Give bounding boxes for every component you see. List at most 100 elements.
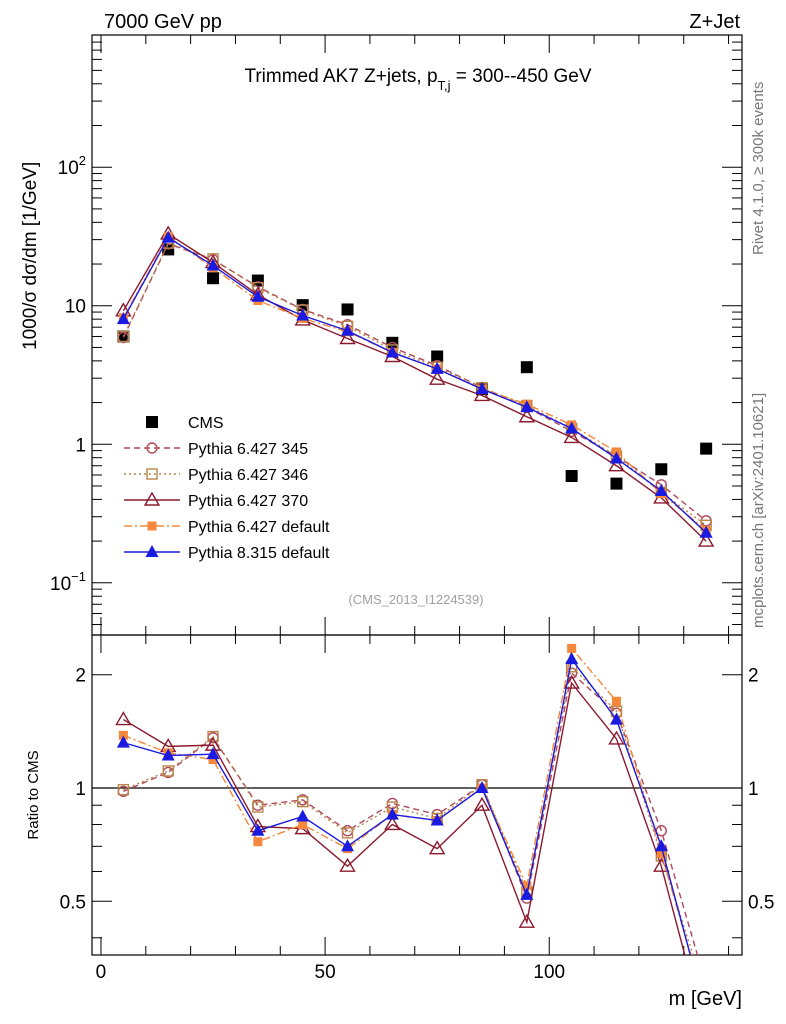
- ratio-point-p370: [384, 816, 401, 831]
- ratio-ticks: [92, 635, 742, 955]
- series-line-p346: [122, 242, 707, 526]
- data-point-p8: [520, 400, 534, 413]
- ratio-line-p346: [123, 665, 694, 955]
- ratio-point-p6def: [118, 730, 128, 740]
- main-ticks: [92, 34, 742, 635]
- main-y-tick-label: 10−1: [50, 569, 86, 595]
- ratio-panel: 0.5 0.5 1 1 2 2 0 50 100 Ratio to CMS m [GeV]: [25, 634, 775, 1010]
- legend-entry-cms: CMS: [146, 415, 224, 432]
- ratio-point-p8: [341, 839, 355, 852]
- ratio-point-p6def: [656, 848, 666, 858]
- ratio-point-p346: [117, 783, 130, 796]
- data-point-cms: [655, 463, 668, 476]
- ratio-point-p6def: [208, 755, 218, 765]
- ratio-point-p8: [520, 887, 534, 900]
- main-y-tick-label: 10: [65, 297, 86, 318]
- data-point-cms: [610, 477, 623, 490]
- ratio-point-p370: [518, 913, 536, 928]
- data-point-p8: [475, 382, 489, 395]
- ratio-tick-labels: 0.5 0.5 1 1 2 2 0 50 100: [60, 666, 775, 983]
- legend-marker: [146, 442, 158, 454]
- legend-entry-p6def: Pythia 6.427 default: [124, 519, 330, 536]
- data-point-p370: [563, 429, 580, 444]
- main-y-tick-label: 1: [75, 435, 86, 456]
- ratio-point-p8: [206, 747, 220, 760]
- data-point-p8: [430, 361, 444, 374]
- ratio-series-p6def: [118, 643, 692, 955]
- data-point-cms: [341, 303, 354, 316]
- x-tick-label: 0: [96, 962, 107, 983]
- legend-marker: [146, 468, 158, 480]
- ratio-point-p370: [473, 796, 491, 811]
- data-point-p370: [473, 387, 491, 402]
- ratio-point-p8: [654, 839, 668, 852]
- ratio-series-p370: [115, 674, 686, 955]
- ratio-y-axis-label: Ratio to CMS: [25, 750, 42, 839]
- legend-label: Pythia 8.315 default: [188, 545, 330, 562]
- legend-entry-p8: Pythia 8.315 default: [124, 545, 330, 562]
- data-point-cms: [565, 470, 578, 483]
- ratio-point-p8: [385, 807, 399, 820]
- data-point-p8: [206, 258, 220, 271]
- data-point-cms: [520, 361, 533, 374]
- data-point-p370: [697, 532, 715, 547]
- legend-marker: [145, 545, 159, 557]
- data-point-p8: [296, 308, 310, 321]
- ratio-y-tick-label: 2: [75, 666, 86, 687]
- legend-entry-p346: Pythia 6.427 346: [124, 467, 308, 484]
- ratio-point-p8: [296, 809, 310, 822]
- ratio-point-p370: [428, 840, 446, 855]
- data-point-p346: [117, 330, 130, 343]
- ratio-point-p370: [608, 730, 625, 745]
- header-left: 7000 GeV pp: [104, 11, 222, 33]
- ratio-point-p8: [251, 823, 265, 836]
- data-point-cms: [251, 274, 264, 287]
- legend-label: Pythia 6.427 default: [188, 519, 330, 536]
- ratio-point-p6def: [522, 881, 532, 891]
- data-point-p8: [565, 421, 579, 434]
- data-point-p370: [428, 370, 446, 385]
- data-point-p370: [339, 330, 356, 345]
- ratio-point-p370: [563, 674, 580, 689]
- ratio-point-p8: [475, 781, 489, 794]
- data-point-p370: [518, 408, 536, 423]
- legend-label: Pythia 6.427 345: [188, 441, 308, 458]
- header-right: Z+Jet: [689, 11, 740, 33]
- legend-marker: [143, 491, 161, 506]
- ratio-point-p370: [653, 857, 670, 872]
- series-line-p8: [122, 236, 707, 534]
- data-point-p8: [699, 525, 713, 538]
- legend-entry-p370: Pythia 6.427 370: [124, 491, 308, 510]
- ratio-point-p6def: [611, 696, 621, 706]
- chart-title: Trimmed AK7 Z+jets, pT,j = 300--450 GeV: [244, 66, 591, 93]
- legend-entry-p345: Pythia 6.427 345: [124, 441, 308, 458]
- x-tick-label: 100: [533, 962, 565, 983]
- main-panel: 10−1 1 10 102 Trimmed AK7 Z+jets, pT,j = 30…: [20, 34, 743, 636]
- ratio-point-p346: [162, 765, 174, 777]
- mcplots-credit: mcplots.cern.ch [arXiv:2401.10621]: [750, 393, 767, 628]
- x-axis-label: m [GeV]: [669, 988, 742, 1010]
- data-point-p370: [608, 457, 625, 472]
- main-y-tick-label: 102: [58, 153, 86, 179]
- main-y-tick-labels: 10−1 1 10 102: [50, 153, 86, 595]
- ratio-point-p8: [161, 748, 175, 761]
- ratio-point-p346: [252, 801, 264, 813]
- data-point-cms: [700, 442, 713, 455]
- ratio-point-p6def: [567, 643, 577, 653]
- ratio-point-p346: [341, 827, 354, 839]
- data-point-p8: [161, 230, 175, 243]
- ratio-line-p8: [123, 657, 691, 955]
- ratio-y-tick-label: 0.5: [60, 892, 86, 913]
- ratio-point-p6def: [253, 837, 263, 847]
- ratio-y-tick-label: 1: [75, 779, 86, 800]
- main-y-axis-label: 1000/σ dσ/dm [1/GeV]: [20, 162, 41, 350]
- legend-marker: [146, 416, 158, 428]
- ratio-frame: [91, 634, 743, 956]
- ratio-point-p346: [207, 730, 219, 743]
- legend-marker: [147, 521, 157, 531]
- ratio-y-tick-label-right: 0.5: [748, 892, 774, 913]
- ratio-y-tick-label-right: 1: [748, 779, 759, 800]
- rivet-credit: Rivet 4.1.0, ≥ 300k events: [750, 82, 767, 255]
- ratio-line-p345: [123, 671, 699, 955]
